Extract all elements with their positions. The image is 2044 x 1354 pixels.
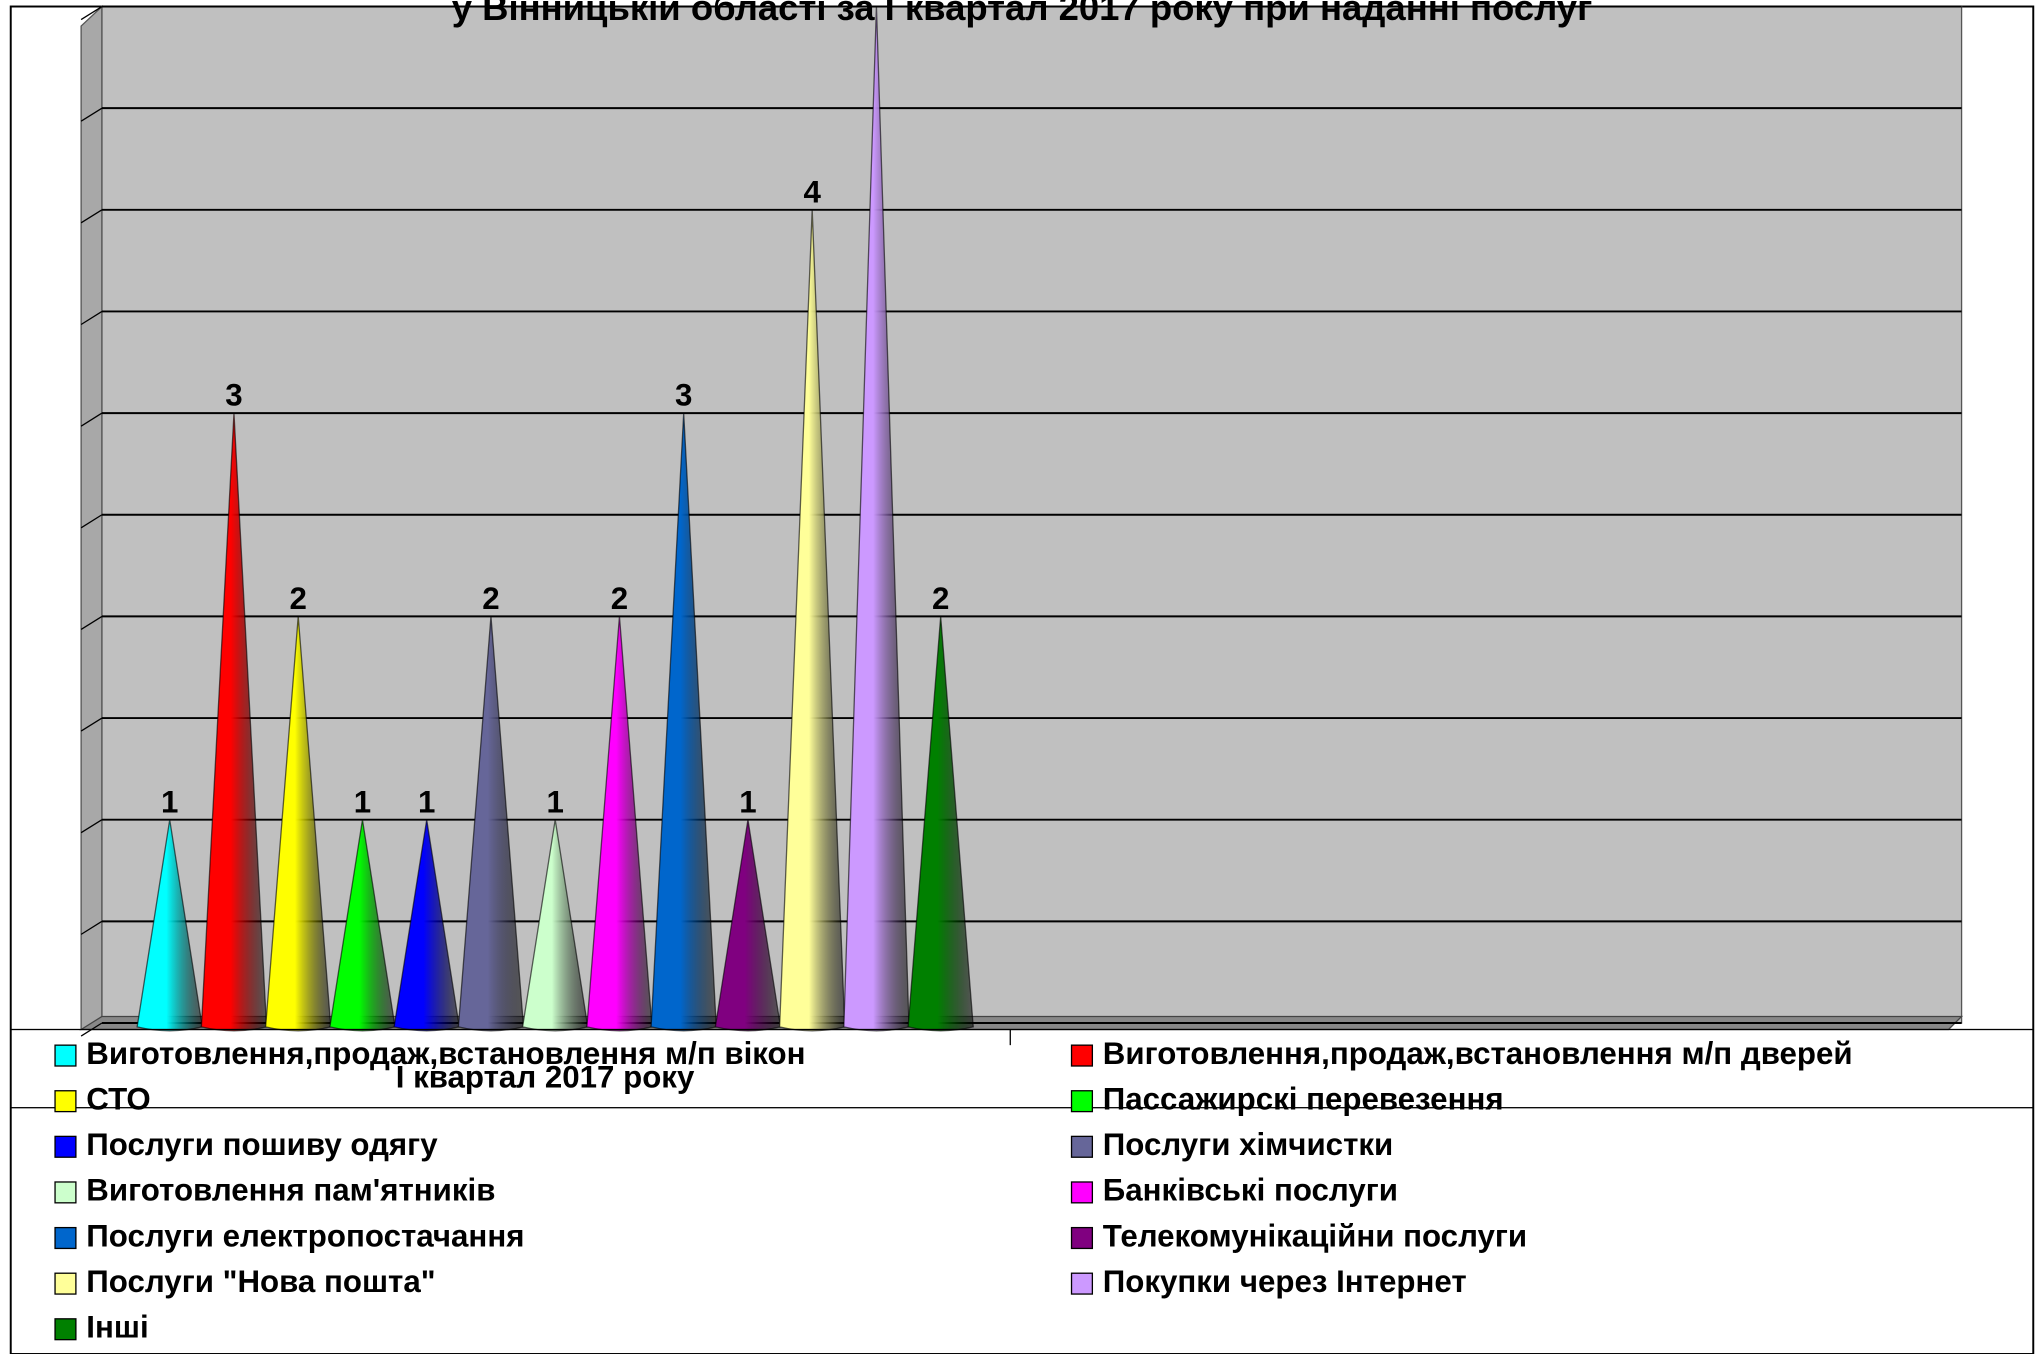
tick-mark: [80, 107, 103, 122]
legend-label: Інші: [86, 1310, 148, 1345]
legend-swatch: [1070, 1044, 1094, 1067]
legend-label: СТО: [86, 1081, 150, 1116]
legend-swatch: [54, 1044, 77, 1067]
value-label: 3: [675, 378, 692, 413]
legend-swatch: [54, 1135, 77, 1158]
side-wall: [80, 5, 103, 1031]
value-label: 2: [611, 581, 628, 616]
value-label: 1: [739, 784, 756, 819]
legend-label: Послуги "Нова пошта": [86, 1264, 435, 1299]
legend-label: Виготовлення пам'ятників: [86, 1173, 495, 1208]
legend-label: Банківські послуги: [1103, 1173, 1398, 1208]
tick-mark: [80, 920, 103, 935]
x-category-label: І квартал 2017 року: [396, 1059, 695, 1094]
value-label: 2: [482, 581, 499, 616]
tick-mark: [80, 615, 103, 630]
legend-label: Пассажирскі перевезення: [1103, 1081, 1504, 1116]
tick-mark: [80, 717, 103, 732]
legend-swatch: [54, 1090, 77, 1113]
chart-title: у Вінницькій області за І квартал 2017 р…: [452, 0, 1593, 28]
value-label: 1: [547, 784, 564, 819]
axis-box: [10, 1028, 2034, 1109]
value-label: 2: [290, 581, 307, 616]
legend-swatch: [1070, 1181, 1094, 1204]
tick-mark: [80, 310, 103, 326]
tick-mark: [80, 5, 103, 21]
tick-mark: [80, 209, 103, 224]
value-label: 3: [225, 378, 242, 413]
value-label: 2: [932, 581, 949, 616]
value-label: 4: [803, 174, 821, 209]
value-label: 1: [161, 784, 178, 819]
value-label: 1: [418, 784, 435, 819]
legend-label: Послуги пошиву одягу: [86, 1127, 438, 1162]
legend-swatch: [54, 1181, 77, 1204]
cone: [907, 616, 974, 1032]
legend-swatch: [54, 1272, 77, 1295]
legend-label: Покупки через Інтернет: [1103, 1264, 1467, 1299]
value-label: 1: [354, 784, 371, 819]
legend-swatch: [1070, 1226, 1094, 1250]
legend-swatch: [1070, 1090, 1094, 1113]
tick-mark: [80, 819, 103, 834]
legend-swatch: [54, 1318, 77, 1341]
value-label: 5: [868, 0, 885, 6]
legend-label: Послуги електропостачання: [86, 1218, 524, 1253]
tick-mark: [80, 514, 103, 529]
tick-mark: [80, 412, 103, 427]
legend-label: Виготовлення,продаж,встановлення м/п вік…: [86, 1036, 805, 1071]
legend-label: Виготовлення,продаж,встановлення м/п две…: [1103, 1036, 1853, 1071]
legend-swatch: [54, 1226, 77, 1250]
legend-label: Телекомунікаційни послуги: [1103, 1218, 1527, 1253]
legend-label: Послуги хімчистки: [1103, 1127, 1393, 1162]
legend-swatch: [1070, 1135, 1094, 1158]
legend-swatch: [1070, 1272, 1094, 1295]
